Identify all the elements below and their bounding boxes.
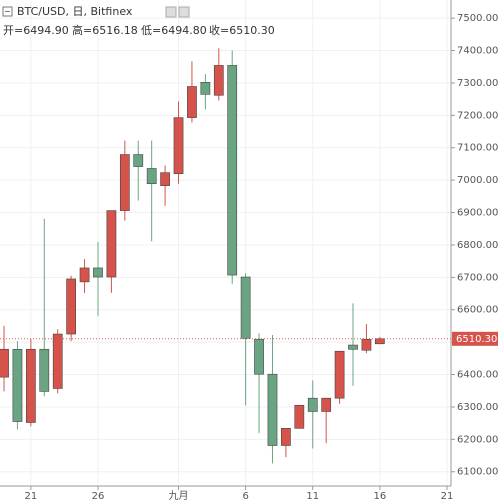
candle-body — [200, 81, 211, 95]
y-tick-label: 6900.00 — [457, 208, 498, 219]
candle-body — [160, 172, 170, 186]
candle-body — [93, 267, 103, 278]
candle-body — [119, 154, 130, 211]
settings-button[interactable] — [178, 6, 190, 18]
candle-body — [240, 276, 251, 339]
y-tick-label: 6800.00 — [457, 240, 498, 251]
candle-body — [52, 333, 63, 389]
x-tick-label: 16 — [373, 491, 386, 502]
candle-body — [294, 405, 305, 429]
candle-body — [26, 348, 36, 423]
candle-body — [227, 65, 238, 276]
candle-body — [133, 154, 144, 167]
candles — [0, 48, 385, 464]
candle-body — [0, 348, 9, 378]
y-tick-label: 7300.00 — [457, 78, 498, 89]
y-tick-label: 7400.00 — [457, 46, 498, 57]
candle-body — [254, 338, 264, 375]
candle-body — [321, 397, 332, 412]
candle-body — [39, 348, 50, 392]
x-tick-label: 11 — [306, 491, 319, 502]
y-tick-label: 6300.00 — [457, 402, 498, 413]
y-tick-label: 7100.00 — [457, 143, 498, 154]
ohlc-low: 低=6494.80 — [141, 24, 207, 37]
candle-body — [334, 350, 345, 399]
candle-body — [66, 278, 77, 335]
candle-body — [307, 397, 318, 412]
y-tick-label: 7000.00 — [457, 175, 498, 186]
candle-body — [187, 86, 197, 118]
collapse-icon[interactable] — [2, 6, 13, 17]
y-tick-label: 6400.00 — [457, 370, 498, 381]
candle-body — [281, 428, 291, 446]
y-tick-label: 7200.00 — [457, 110, 498, 121]
last-price-box — [452, 331, 498, 346]
ohlc-high: 高=6516.18 — [72, 23, 138, 37]
y-tick-label: 6200.00 — [457, 434, 498, 445]
candle-body — [146, 168, 157, 185]
x-tick-label: 21 — [25, 491, 38, 502]
symbol-title: BTC/USD, 日, Bitfinex — [17, 5, 133, 18]
last-price-label: 6510.30 — [456, 334, 497, 345]
x-tick-label: 九月 — [169, 490, 189, 502]
candle-body — [12, 348, 23, 422]
y-tick-label: 6100.00 — [457, 467, 498, 478]
y-tick-label: 6600.00 — [457, 305, 498, 316]
candle-body — [374, 338, 385, 345]
x-tick-label: 21 — [441, 491, 454, 502]
x-tick-label: 26 — [92, 491, 105, 502]
candle-body — [213, 65, 224, 96]
y-tick-label: 7500.00 — [457, 13, 498, 24]
candle-body — [106, 210, 117, 278]
candle-body — [348, 344, 358, 350]
candle-body — [361, 338, 372, 351]
eye-button[interactable] — [165, 6, 177, 18]
candle-body — [173, 117, 184, 174]
ohlc-open: 开=6494.90 — [3, 24, 69, 37]
candle-body — [79, 267, 90, 283]
x-tick-label: 6 — [242, 491, 248, 502]
candle-body — [267, 373, 278, 446]
y-tick-label: 6700.00 — [457, 272, 498, 283]
ohlc-close: 收=6510.30 — [209, 23, 275, 37]
